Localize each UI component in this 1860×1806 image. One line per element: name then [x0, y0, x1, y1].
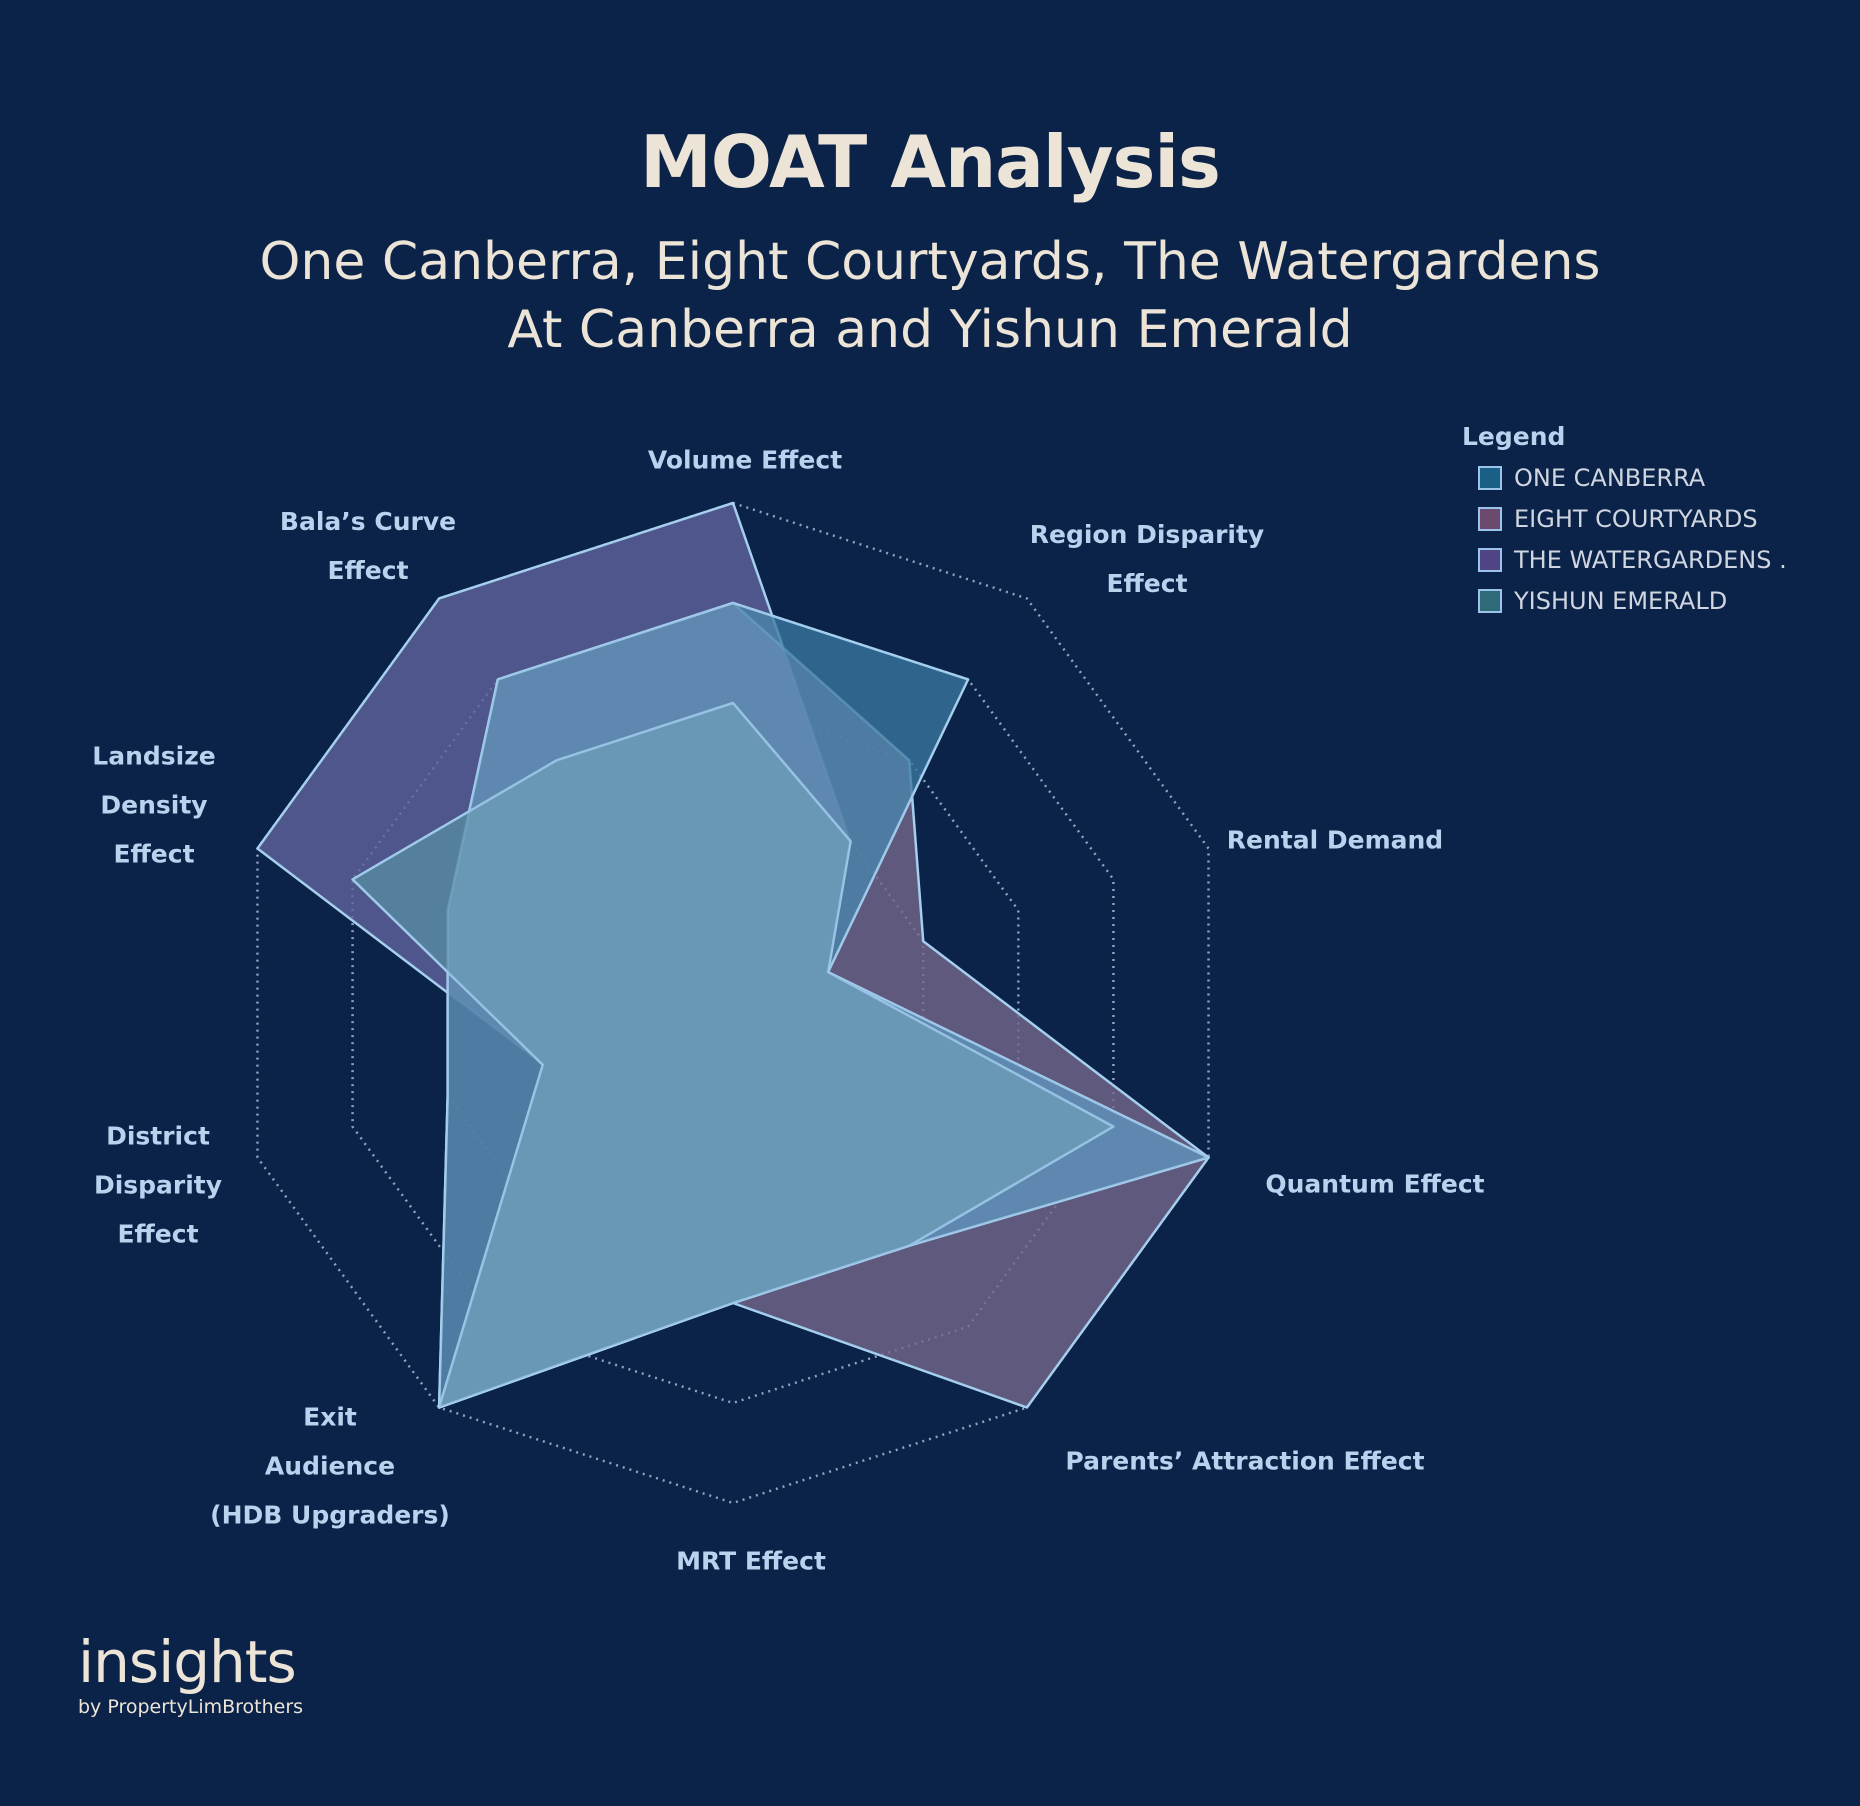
axis-label: Volume Effect [648, 436, 842, 485]
axis-label-line: District [106, 1121, 210, 1151]
axis-label: Parents’ Attraction Effect [1065, 1437, 1424, 1486]
axis-label: District Disparity Effect [94, 1112, 222, 1259]
logo-subtext: by PropertyLimBrothers [78, 1696, 304, 1718]
legend-swatch [1478, 547, 1502, 572]
chart-subtitle-line-2: At Canberra and Yishun Emerald [507, 300, 1353, 360]
series-highlight-one-canberra [439, 603, 1209, 1408]
axis-label-line: Rental Demand [1226, 825, 1444, 855]
legend-label: ONE CANBERRA [1514, 463, 1706, 492]
legend-label: EIGHT COURTYARDS [1514, 504, 1758, 533]
chart-subtitle-line-1: One Canberra, Eight Courtyards, The Wate… [259, 232, 1601, 292]
axis-label: Quantum Effect [1265, 1160, 1484, 1209]
legend-item: THE WATERGARDENS . [1462, 539, 1787, 580]
axis-label-line: Effect [327, 556, 409, 585]
legend-swatch [1478, 465, 1502, 490]
axis-label: Exit Audience (HDB Upgraders) [210, 1393, 450, 1540]
axis-label: Landsize Density Effect [92, 732, 215, 879]
axis-label-line: Bala’s Curve [279, 507, 457, 536]
axis-label: Rental Demand [1227, 816, 1443, 865]
axis-label-line: Disparity [93, 1170, 223, 1200]
legend: Legend ONE CANBERRA EIGHT COURTYARDS THE W… [1462, 422, 1787, 621]
axis-label-line: Effect [1106, 569, 1188, 598]
axis-label-line: Quantum Effect [1265, 1169, 1485, 1199]
axis-label-line: Exit [303, 1402, 357, 1432]
series-highlight-yishun-emerald [352, 703, 1114, 1408]
axis-label-line: Effect [117, 1219, 199, 1249]
axis-label: Bala’s Curve Effect [280, 497, 456, 595]
axis-label-line: Audience [264, 1451, 396, 1481]
axis-label-line: Parents’ Attraction Effect [1065, 1446, 1425, 1476]
axis-label: Region Disparity Effect [1030, 510, 1264, 608]
axis-label-line: Landsize [92, 741, 216, 771]
legend-title: Legend [1462, 422, 1566, 451]
series-highlight-the-watergardens [257, 503, 1209, 1408]
axis-label-line: Effect [113, 839, 195, 869]
logo-text: insights [78, 1628, 297, 1696]
axis-label-line: Volume Effect [647, 445, 843, 475]
legend-swatch [1478, 506, 1502, 531]
axis-label-line: MRT Effect [676, 1546, 826, 1576]
series-yishun-emerald [351, 701, 1115, 1409]
axis-label: MRT Effect [676, 1537, 826, 1586]
legend-label: THE WATERGARDENS . [1514, 545, 1787, 574]
axis-label-line: Density [100, 790, 208, 820]
grid-ring-3 [446, 701, 1020, 1305]
series-highlight-eight-courtyards [439, 603, 1209, 1408]
legend-item: EIGHT COURTYARDS [1462, 498, 1787, 539]
legend-item: YISHUN EMERALD [1462, 580, 1787, 621]
legend-label: YISHUN EMERALD [1514, 586, 1728, 615]
axis-label-line: (HDB Upgraders) [210, 1500, 450, 1530]
legend-item: ONE CANBERRA [1462, 457, 1787, 498]
chart-title: MOAT Analysis [640, 120, 1221, 204]
axis-label-line: Region Disparity [1029, 520, 1265, 549]
legend-swatch [1478, 588, 1502, 613]
logo: insights by PropertyLimBrothers [78, 1630, 303, 1718]
